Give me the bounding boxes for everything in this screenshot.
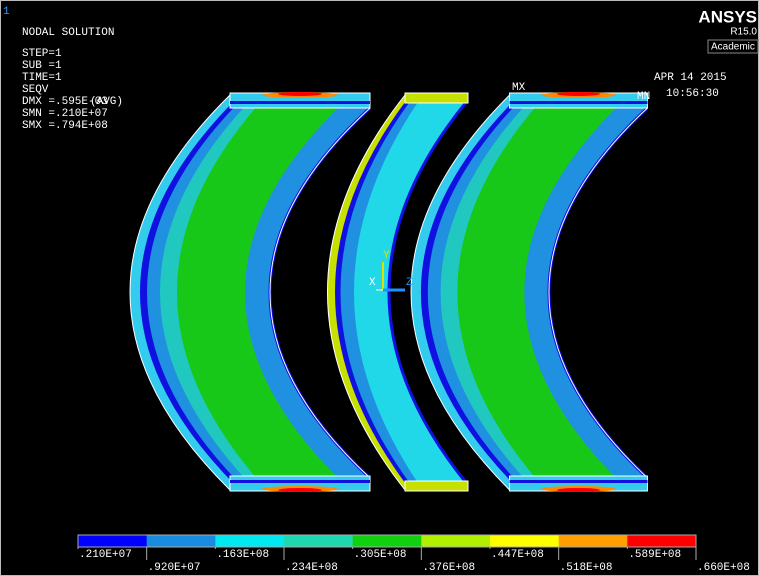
graphics-window: Y X Z MX MN 1 NODAL SOLUTION STEP=1SUB =… bbox=[0, 0, 759, 576]
triad-z: Z bbox=[406, 277, 413, 289]
viewport: Y X Z MX MN 1 NODAL SOLUTION STEP=1SUB =… bbox=[0, 0, 759, 576]
legend-swatch bbox=[284, 535, 353, 547]
window-number: 1 bbox=[3, 6, 10, 18]
triad-y: Y bbox=[383, 250, 390, 262]
plot-title: NODAL SOLUTION bbox=[22, 27, 114, 39]
legend-label: .210E+07 bbox=[79, 549, 132, 561]
info-line: SMX =.794E+08 bbox=[22, 120, 108, 132]
legend-swatch bbox=[147, 535, 216, 547]
legend-label: .163E+08 bbox=[216, 549, 269, 561]
legend-swatch bbox=[627, 535, 696, 547]
legend-label: .305E+08 bbox=[354, 549, 407, 561]
legend-swatch bbox=[78, 535, 147, 547]
info-line: TIME=1 bbox=[22, 72, 62, 84]
avg-label: (AVG) bbox=[90, 96, 123, 108]
legend-swatch bbox=[559, 535, 628, 547]
time: 10:56:30 bbox=[666, 88, 719, 100]
info-line: SEQV bbox=[22, 84, 49, 96]
max-marker: MX bbox=[512, 82, 526, 94]
license: Academic bbox=[711, 42, 755, 53]
legend-swatch bbox=[353, 535, 422, 547]
legend-label: .376E+08 bbox=[422, 562, 475, 574]
info-line: STEP=1 bbox=[22, 48, 62, 60]
legend-label: .518E+08 bbox=[560, 562, 613, 574]
product-name: ANSYS bbox=[698, 7, 757, 26]
legend-label: .234E+08 bbox=[285, 562, 338, 574]
info-line: SUB =1 bbox=[22, 60, 62, 72]
info-line: SMN =.210E+07 bbox=[22, 108, 108, 120]
legend-label: .589E+08 bbox=[628, 549, 681, 561]
legend-swatch bbox=[490, 535, 559, 547]
legend-label: .660E+08 bbox=[697, 562, 750, 574]
legend-swatch bbox=[421, 535, 490, 547]
legend-label: .920E+07 bbox=[148, 562, 201, 574]
min-marker: MN bbox=[637, 91, 650, 103]
release: R15.0 bbox=[730, 27, 757, 38]
triad-x: X bbox=[369, 277, 376, 289]
legend-swatch bbox=[215, 535, 284, 547]
legend-label: .447E+08 bbox=[491, 549, 544, 561]
date: APR 14 2015 bbox=[654, 72, 727, 84]
